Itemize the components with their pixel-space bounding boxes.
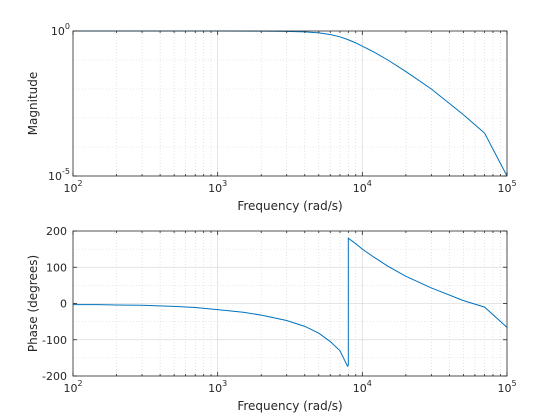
y-tick-label: 10-5: [48, 167, 70, 183]
plot-area: [73, 31, 507, 176]
axes-box: [72, 30, 508, 177]
y-tick-label: -200: [42, 370, 67, 383]
magnitude-plot: 102 103 104 105 100 10-5 Frequency (rad/s) Magn…: [26, 22, 517, 213]
series-line: [73, 237, 508, 368]
y-tick-label: 200: [46, 225, 67, 238]
x-tick-label: 104: [353, 379, 372, 395]
y-tick-label: 100: [46, 261, 67, 274]
y-tick-label: 100: [51, 22, 70, 38]
x-tick-label: 103: [208, 379, 227, 395]
y-axis-label: Phase (degrees): [26, 255, 40, 352]
phase-plot: 102 103 104 105 -200 -100 0 100 200 Frequency (ra…: [26, 225, 517, 413]
y-tick-label: 0: [60, 298, 67, 311]
y-axis-label: Magnitude: [26, 72, 40, 136]
x-tick-label: 105: [497, 379, 516, 395]
x-tick-label: 103: [208, 179, 227, 195]
x-tick-label: 102: [63, 379, 82, 395]
tick-marks: [72, 30, 508, 177]
tick-marks: [72, 230, 508, 377]
y-tick-label: -100: [42, 334, 67, 347]
major-grid: [217, 31, 363, 176]
x-tick-label: 102: [63, 179, 82, 195]
x-axis-label: Frequency (rad/s): [237, 399, 342, 413]
x-tick-label: 105: [497, 179, 516, 195]
x-tick-label: 104: [353, 179, 372, 195]
major-grid: [73, 231, 507, 376]
x-axis-label: Frequency (rad/s): [237, 199, 342, 213]
